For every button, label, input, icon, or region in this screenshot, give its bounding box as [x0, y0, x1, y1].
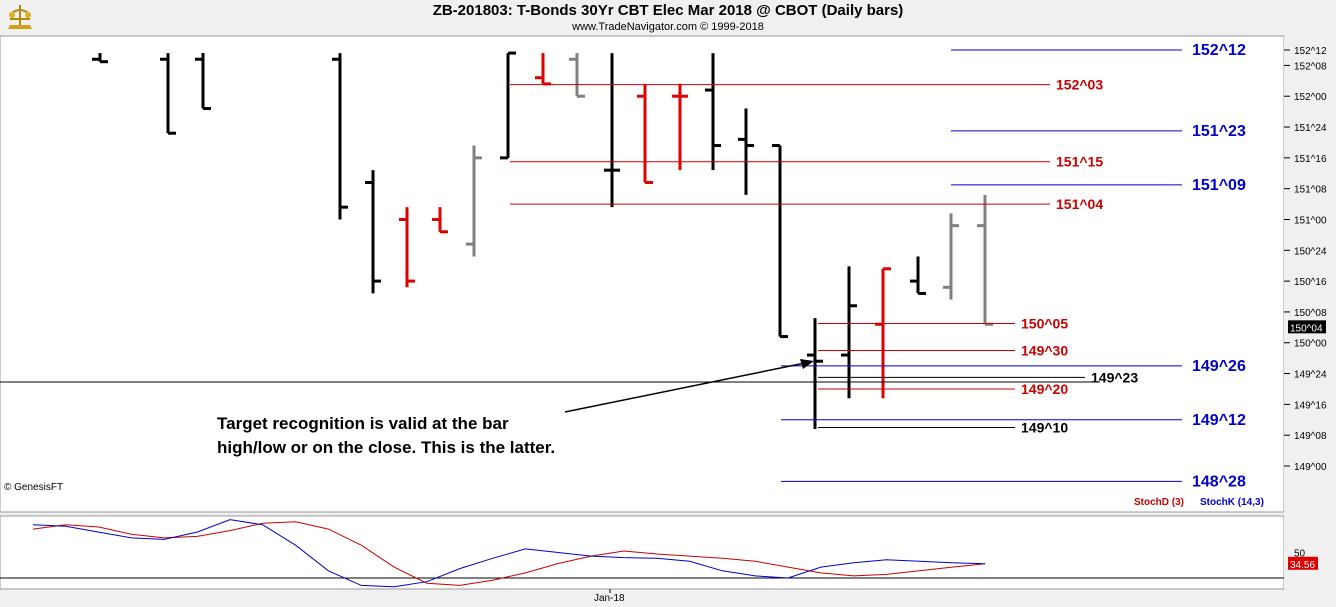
annotation-line-2: high/low or on the close. This is the la…: [217, 438, 556, 457]
ohlc-bar: [569, 53, 585, 98]
ohlc-bar: [738, 108, 754, 195]
black-target-label: 149^10: [1021, 419, 1068, 435]
stoch-legend-k: StochK (14,3): [1200, 497, 1264, 508]
annotation-arrow-shaft: [564, 361, 811, 413]
ohlc-bar: [841, 266, 857, 399]
target-lines-layer: 152^12 151^23 151^09 149^26 149^12 148^28 152^…: [510, 42, 1246, 490]
annotation-line-1: Target recognition is valid at the bar: [217, 414, 509, 433]
price-tick-label: 149^00: [1294, 462, 1327, 473]
price-tick-label: 152^08: [1294, 61, 1327, 72]
blue-target-label: 151^09: [1192, 177, 1246, 194]
red-target-label: 151^15: [1056, 154, 1103, 170]
price-axis: [1284, 36, 1336, 589]
stoch-legend-d: StochD (3): [1134, 497, 1184, 508]
last-price-label: 150^04: [1290, 323, 1323, 334]
axis-layer: 152^12 152^08 152^00 151^24 151^16 151^08 151^…: [594, 46, 1327, 604]
stochastic-layer: 50 StochD (3) StochK (14,3) 34.56: [0, 497, 1318, 588]
black-target-label: 149^23: [1091, 369, 1138, 385]
price-tick-label: 150^16: [1294, 277, 1327, 288]
annotation-text: Target recognition is valid at the bar h…: [217, 412, 555, 460]
last-price-badge: [1288, 320, 1326, 334]
trade-navigator-logo-icon: [2, 1, 38, 35]
red-target-label: 149^30: [1021, 342, 1068, 358]
price-tick-label: 149^16: [1294, 400, 1327, 411]
genesis-credit: © GenesisFT: [4, 482, 64, 493]
price-tick-label: 151^00: [1294, 215, 1327, 226]
ohlc-bar: [910, 256, 926, 295]
annotation-arrow-head: [800, 359, 814, 369]
stoch-value-badge: [1288, 556, 1318, 570]
ohlc-bar: [535, 53, 551, 86]
ohlc-bar: [160, 53, 176, 135]
x-tick-label: Jan-18: [594, 593, 625, 604]
ohlc-bar: [772, 144, 788, 339]
red-target-label: 149^20: [1021, 381, 1068, 397]
red-target-label: 151^04: [1056, 196, 1103, 212]
price-tick-label: 152^00: [1294, 92, 1327, 103]
stoch-series-line: [32, 521, 986, 586]
ohlc-bar: [466, 145, 482, 257]
ohlc-bar: [943, 213, 959, 300]
blue-target-label: 149^12: [1192, 412, 1246, 429]
stoch-value-label: 34.56: [1290, 560, 1315, 571]
chart-title: ZB-201803: T-Bonds 30Yr CBT Elec Mar 201…: [432, 2, 904, 19]
ohlc-bar: [604, 53, 620, 208]
ohlc-bar: [672, 83, 688, 171]
price-tick-label: 149^08: [1294, 431, 1327, 442]
chart-subtitle: www.TradeNavigator.com © 1999-2018: [572, 21, 764, 33]
blue-target-label: 152^12: [1192, 42, 1246, 59]
blue-target-label: 149^26: [1192, 358, 1246, 375]
ohlc-bar: [807, 318, 823, 430]
price-tick-label: 150^08: [1294, 308, 1327, 319]
ohlc-bar: [365, 170, 381, 294]
blue-target-label: 148^28: [1192, 473, 1246, 490]
price-tick-label: 149^24: [1294, 370, 1327, 381]
price-tick-label: 150^24: [1294, 246, 1327, 257]
ohlc-layer: [92, 51, 993, 430]
stoch-series-line: [32, 519, 986, 588]
price-tick-label: 151^24: [1294, 123, 1327, 134]
ohlc-bar: [705, 53, 721, 171]
price-tick-label: 152^12: [1294, 46, 1327, 57]
ohlc-bar: [195, 53, 211, 111]
main-panel: [0, 35, 1285, 513]
ohlc-bar: [432, 207, 448, 234]
price-tick-label: 151^16: [1294, 154, 1327, 165]
chart-header: ZB-201803: T-Bonds 30Yr CBT Elec Mar 201…: [0, 0, 1336, 36]
stoch-tick-label: 50: [1294, 549, 1306, 560]
ohlc-bar: [500, 51, 516, 160]
price-tick-label: 151^08: [1294, 185, 1327, 196]
price-tick-label: 150^00: [1294, 339, 1327, 350]
ohlc-bar: [977, 194, 993, 326]
ohlc-bar: [875, 267, 891, 399]
ohlc-bar: [332, 53, 348, 220]
ohlc-bar: [399, 207, 415, 288]
blue-target-label: 151^23: [1192, 123, 1246, 140]
red-target-label: 152^03: [1056, 77, 1103, 93]
ohlc-bar: [92, 53, 108, 64]
red-target-label: 150^05: [1021, 315, 1068, 331]
ohlc-bar: [637, 83, 653, 185]
